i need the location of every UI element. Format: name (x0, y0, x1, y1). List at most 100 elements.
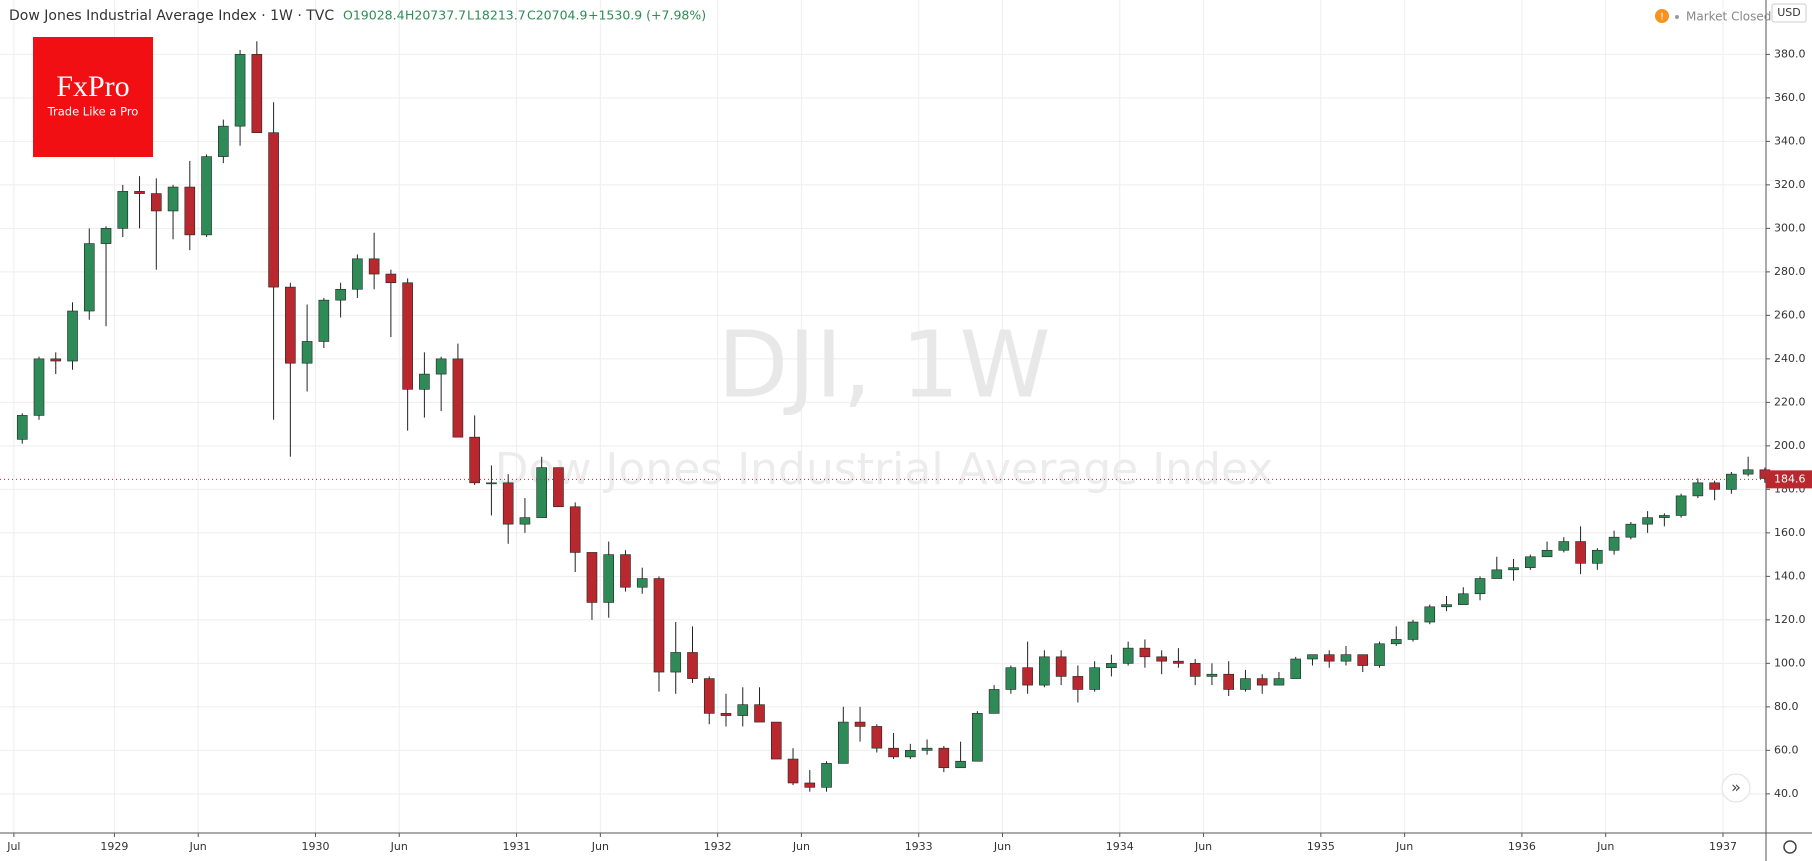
logo-tagline: Trade Like a Pro (47, 105, 139, 119)
last-price-label: 184.6 (1774, 472, 1806, 485)
candle-body (352, 258, 363, 290)
settings-button[interactable] (1783, 840, 1797, 854)
y-tick-label: 360.0 (1774, 91, 1806, 104)
candle-body (1240, 678, 1251, 690)
candle-body (251, 54, 263, 133)
candle-body (1340, 654, 1352, 662)
x-tick-label: Jun (189, 840, 207, 853)
candle-body (100, 228, 112, 244)
candle-body (1407, 621, 1419, 640)
candle-body (1072, 676, 1084, 690)
scroll-right-button[interactable] (1721, 773, 1751, 803)
y-tick-label: 380.0 (1774, 47, 1806, 60)
ohlc-change: +1530.9 (+7.98%) (588, 8, 706, 23)
candle-body (1156, 656, 1167, 662)
x-tick-label: Jun (1194, 840, 1212, 853)
candle-body (1022, 667, 1033, 686)
candle-body (787, 758, 799, 784)
candle-body (1424, 606, 1436, 623)
candle-body (1005, 667, 1017, 690)
y-tick-label: 120.0 (1774, 613, 1806, 626)
ohlc-close: C20704.9 (527, 8, 587, 23)
candle-body (234, 54, 246, 127)
candle-body (385, 273, 397, 284)
x-tick-label: 1929 (100, 840, 128, 853)
candle-body (150, 193, 162, 212)
candle-body (603, 554, 615, 603)
candle-body (184, 186, 196, 236)
currency-box[interactable] (1771, 3, 1807, 23)
y-tick-label: 340.0 (1774, 134, 1806, 147)
y-tick-label: 200.0 (1774, 439, 1806, 452)
x-tick-label: Jul (6, 840, 20, 853)
candle-body (134, 191, 145, 194)
x-tick-label: 1935 (1307, 840, 1335, 853)
x-tick-label: 1937 (1709, 840, 1737, 853)
candle-body (720, 713, 732, 716)
candle-body (33, 358, 45, 416)
candle-body (67, 310, 78, 362)
currency: USD (1777, 6, 1801, 19)
candle-body (1726, 473, 1737, 490)
ohlc-high: H20737.7 (405, 8, 466, 23)
candle-body (1692, 482, 1704, 497)
candle-body (1223, 673, 1234, 690)
candle-body (888, 747, 899, 758)
candle-body (1357, 654, 1369, 666)
y-tick-label: 100.0 (1774, 656, 1806, 669)
candle-body (368, 258, 380, 275)
candle-body (50, 358, 62, 362)
candle-body (1608, 536, 1620, 551)
candle-body (452, 358, 464, 438)
logo-name: FxPro (56, 70, 129, 103)
candle-body (770, 721, 782, 760)
candle-body (871, 726, 883, 749)
candle-body (1457, 593, 1469, 605)
candle-body (419, 373, 430, 390)
candle-body (1390, 639, 1402, 645)
y-tick-label: 220.0 (1774, 395, 1806, 408)
candle-body (1173, 660, 1184, 664)
x-tick-label: 1931 (503, 840, 531, 853)
y-tick-label: 280.0 (1774, 265, 1806, 278)
candle-body (435, 358, 447, 375)
candle-body (1441, 604, 1452, 608)
candle-body (1290, 658, 1302, 679)
candle-body (972, 713, 983, 762)
candle-body (988, 689, 1000, 714)
y-tick-label: 60.0 (1774, 743, 1799, 756)
candle-body (1558, 541, 1570, 551)
candle-body (536, 467, 547, 518)
candle-body (469, 436, 480, 484)
last-price-box (1766, 470, 1812, 489)
candle-body (1307, 654, 1318, 660)
y-tick-label: 320.0 (1774, 178, 1806, 191)
candle-body (553, 467, 564, 508)
candle-body (837, 721, 849, 764)
candle-body (1642, 517, 1653, 525)
candle-body (1039, 656, 1050, 686)
status-icon[interactable] (1655, 9, 1669, 23)
candle-body (1625, 523, 1637, 538)
status-icon-mark: ! (1660, 12, 1664, 23)
candle-body (804, 782, 816, 788)
y-tick-label: 40.0 (1774, 787, 1799, 800)
candle-body (117, 191, 129, 229)
candle-body (201, 156, 212, 236)
candle-body (586, 552, 598, 603)
candle-body (1541, 549, 1553, 558)
x-tick-label: 1934 (1106, 840, 1134, 853)
candle-body (569, 506, 581, 553)
y-tick-label: 140.0 (1774, 569, 1806, 582)
candle-body (1323, 654, 1335, 662)
y-tick-label: 80.0 (1774, 700, 1799, 713)
candle-body (1206, 673, 1218, 677)
candle-body (1525, 556, 1536, 568)
candle-body (653, 578, 665, 673)
candle-body (938, 747, 950, 769)
candle-body (1273, 678, 1285, 686)
candle-body (218, 125, 229, 157)
ohlc-open: O19028.4 (343, 8, 405, 23)
candle-body (737, 704, 749, 716)
